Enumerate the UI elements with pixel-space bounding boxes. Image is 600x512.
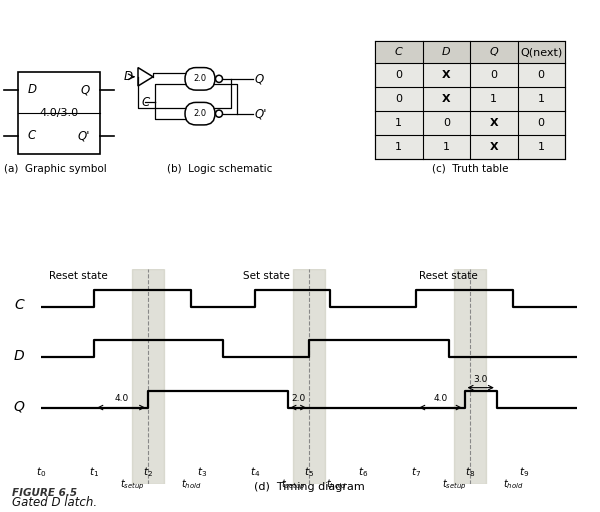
Text: 4.0/3.0: 4.0/3.0 <box>40 108 79 118</box>
Text: 3.0: 3.0 <box>473 375 488 384</box>
Bar <box>293 269 325 484</box>
Text: C: C <box>15 298 25 312</box>
Text: Q': Q' <box>255 107 268 120</box>
Text: D: D <box>124 70 133 83</box>
Text: $t_1$: $t_1$ <box>89 465 100 479</box>
FancyBboxPatch shape <box>185 102 215 125</box>
Bar <box>18 72 100 154</box>
Text: $t_{setup}$: $t_{setup}$ <box>281 477 305 492</box>
Text: (c)  Truth table: (c) Truth table <box>432 164 508 174</box>
Text: $t_8$: $t_8$ <box>465 465 475 479</box>
Text: 4.0: 4.0 <box>433 394 448 403</box>
Text: 2.0: 2.0 <box>193 109 206 118</box>
Text: 0: 0 <box>395 70 402 80</box>
Text: (d)  Timing diagram: (d) Timing diagram <box>254 482 364 492</box>
Text: 1: 1 <box>443 142 450 152</box>
Text: $t_5$: $t_5$ <box>304 465 314 479</box>
Text: $t_2$: $t_2$ <box>143 465 153 479</box>
Text: Q: Q <box>14 400 25 414</box>
Text: Q(next): Q(next) <box>520 47 562 57</box>
Text: Q: Q <box>490 47 498 57</box>
Text: $t_4$: $t_4$ <box>250 465 260 479</box>
Text: 0: 0 <box>538 118 545 128</box>
Text: X: X <box>490 118 498 128</box>
Text: Reset state: Reset state <box>419 271 478 282</box>
Text: (a)  Graphic symbol: (a) Graphic symbol <box>4 164 106 174</box>
Text: 0: 0 <box>395 94 402 104</box>
FancyBboxPatch shape <box>185 68 215 90</box>
Bar <box>375 41 565 63</box>
Text: D: D <box>442 47 451 57</box>
Text: 0: 0 <box>490 70 497 80</box>
Text: C: C <box>395 47 403 57</box>
Text: $t_{hold}$: $t_{hold}$ <box>326 477 346 491</box>
Text: Q: Q <box>255 72 264 86</box>
Text: 1: 1 <box>490 94 497 104</box>
Text: $t_7$: $t_7$ <box>411 465 421 479</box>
Text: 1: 1 <box>538 94 545 104</box>
Text: Set state: Set state <box>242 271 290 282</box>
Bar <box>454 269 486 484</box>
Text: C: C <box>28 129 36 142</box>
Text: Q: Q <box>81 83 90 96</box>
Text: Gated D latch.: Gated D latch. <box>12 496 97 509</box>
Text: Q': Q' <box>77 129 90 142</box>
Text: 1: 1 <box>395 118 402 128</box>
Text: X: X <box>442 94 451 104</box>
Text: $t_6$: $t_6$ <box>358 465 368 479</box>
Text: $t_0$: $t_0$ <box>35 465 46 479</box>
Text: D: D <box>14 349 25 363</box>
Text: 2.0: 2.0 <box>291 394 305 403</box>
Text: Reset state: Reset state <box>49 271 107 282</box>
Text: $t_{setup}$: $t_{setup}$ <box>442 477 466 492</box>
Text: $t_{hold}$: $t_{hold}$ <box>503 477 523 491</box>
Text: 2.0: 2.0 <box>193 74 206 83</box>
Text: 4.0: 4.0 <box>114 394 128 403</box>
Bar <box>132 269 164 484</box>
Text: D: D <box>28 83 37 96</box>
Text: X: X <box>442 70 451 80</box>
Text: $t_3$: $t_3$ <box>197 465 207 479</box>
Text: 0: 0 <box>538 70 545 80</box>
Text: (b)  Logic schematic: (b) Logic schematic <box>167 164 272 174</box>
Text: C: C <box>142 96 150 109</box>
Text: 1: 1 <box>395 142 402 152</box>
Text: FIGURE 6.5: FIGURE 6.5 <box>12 487 77 498</box>
Text: $t_{setup}$: $t_{setup}$ <box>119 477 144 492</box>
Text: X: X <box>490 142 498 152</box>
Text: 0: 0 <box>443 118 450 128</box>
Text: $t_{hold}$: $t_{hold}$ <box>181 477 201 491</box>
Text: 1: 1 <box>538 142 545 152</box>
Text: $t_9$: $t_9$ <box>518 465 529 479</box>
Bar <box>375 41 565 159</box>
